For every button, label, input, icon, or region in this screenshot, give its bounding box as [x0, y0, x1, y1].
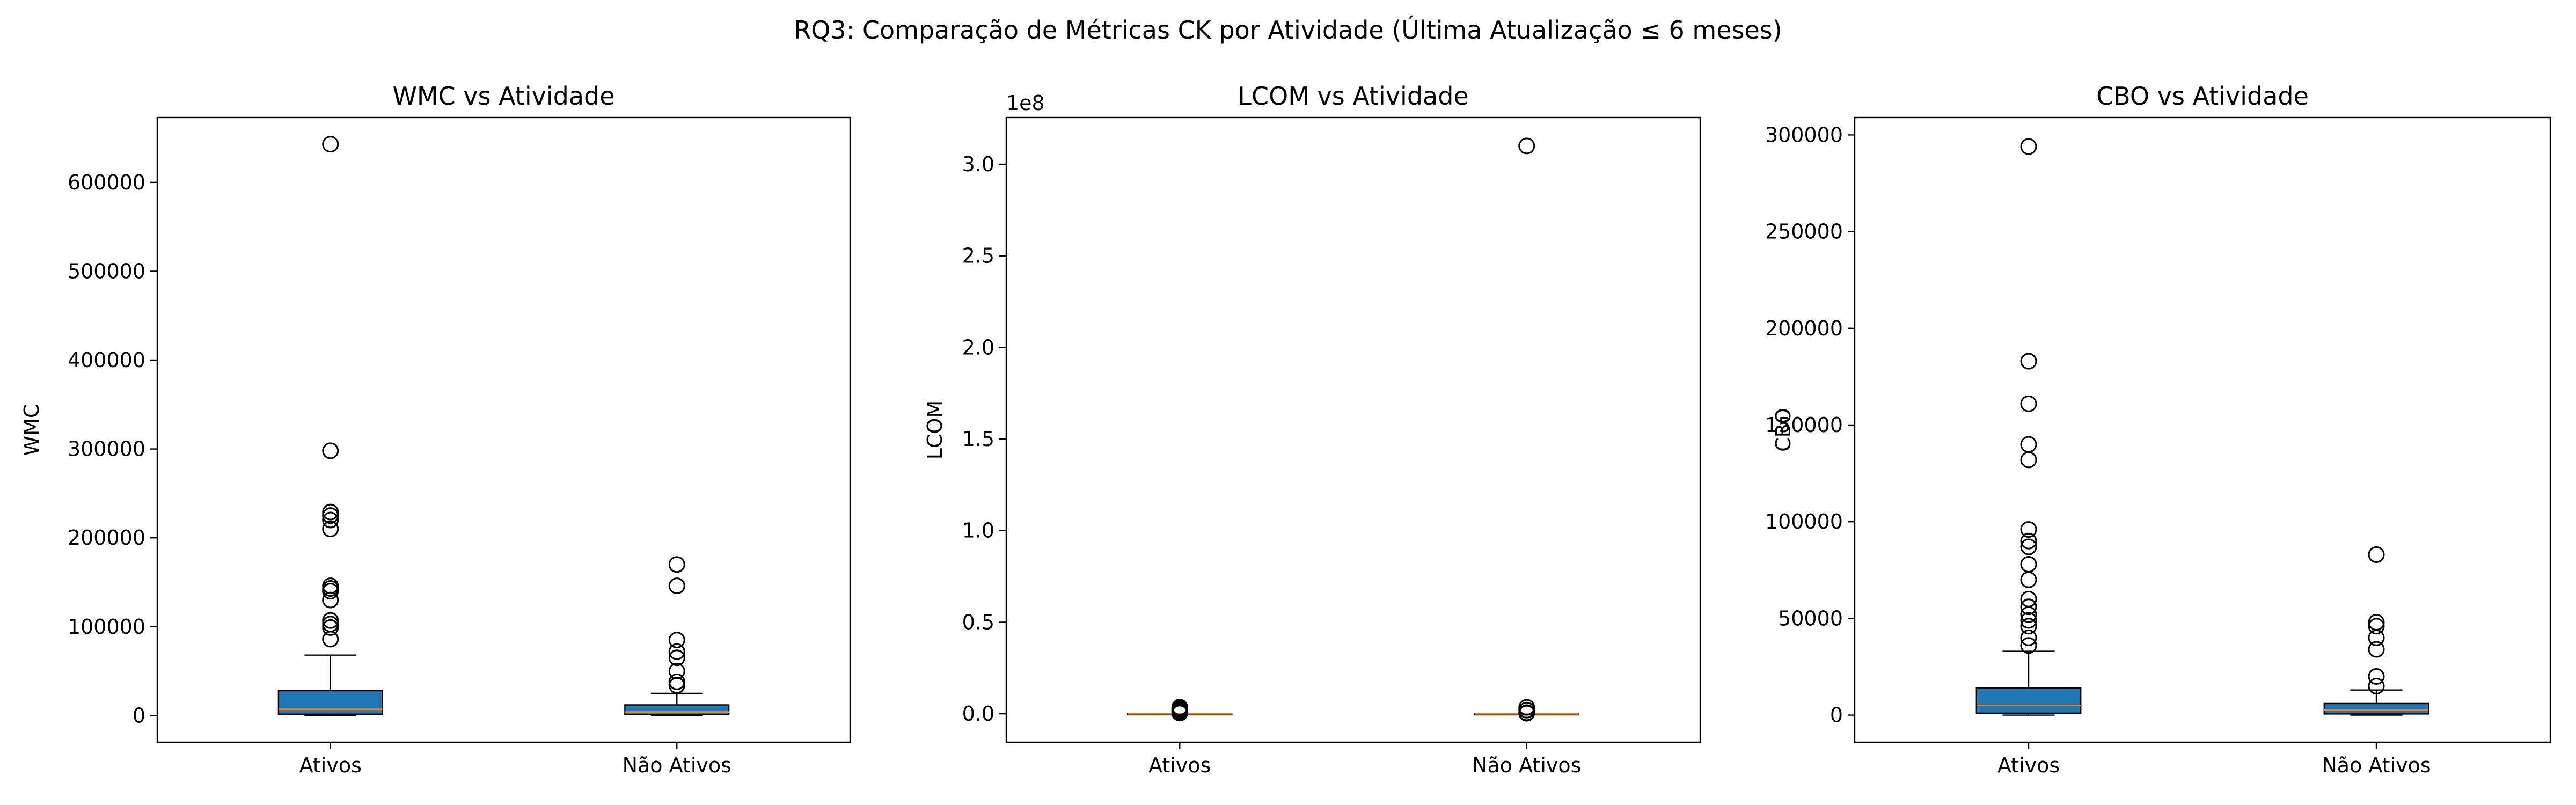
boxplot-wmc-ativos: [277, 136, 383, 716]
outlier-point: [668, 556, 685, 573]
x-tick-label-cbo: Não Ativos: [2322, 753, 2431, 777]
box-iqr: [277, 690, 383, 715]
outlier-point: [322, 583, 339, 600]
outlier-point: [2368, 629, 2385, 646]
y-tick-label-cbo: 50000: [1778, 606, 1843, 630]
outlier-point: [2020, 451, 2037, 469]
outlier-point: [2020, 395, 2037, 412]
outlier-point: [2020, 521, 2037, 538]
chart-title-wmc: WMC vs Atividade: [392, 82, 614, 111]
boxplot-wmc-nao-ativos: [624, 556, 730, 716]
outlier-point: [2020, 637, 2037, 654]
y-axis-label-wmc: WMC: [20, 404, 43, 456]
y-offset-label-lcom: 1e8: [1006, 91, 1045, 115]
boxplot-cbo-ativos: [1975, 138, 2082, 716]
y-axis-label-cbo: CBO: [1772, 408, 1795, 452]
outlier-point: [2368, 546, 2385, 563]
y-tick-label-lcom: 0.0: [962, 702, 994, 726]
outlier-point: [322, 591, 339, 609]
x-tick-label-lcom: Ativos: [1148, 753, 1211, 777]
outlier-point: [1171, 705, 1188, 722]
y-axis-label-lcom: LCOM: [923, 400, 947, 459]
outlier-point: [322, 442, 339, 459]
outlier-point: [322, 511, 339, 529]
y-tick-label-lcom: 3.0: [962, 152, 994, 176]
y-tick-label-wmc: 500000: [68, 259, 145, 283]
outlier-point: [2020, 618, 2037, 635]
boxplot-lcom-nao-ativos: [1474, 137, 1579, 722]
y-tick-label-wmc: 300000: [68, 437, 145, 461]
outlier-point: [2020, 598, 2037, 616]
outlier-point: [668, 663, 685, 680]
y-tick-label-wmc: 0: [133, 704, 145, 727]
x-tick-label-wmc: Não Ativos: [623, 753, 731, 777]
subplot-cbo: CBO vs Atividade 0 50000 100000 150000 200000…: [1765, 82, 2551, 777]
subplots-container: WMC vs Atividade 0 100000 200000 300000 40000…: [20, 82, 2551, 777]
subplot-lcom: LCOM vs Atividade 0.0 0.5 1.0 1.5 2.0 2.5 3.0 1e…: [923, 82, 1701, 777]
outlier-point: [668, 643, 685, 660]
y-tick-label-lcom: 2.5: [962, 244, 994, 268]
outlier-point: [668, 632, 685, 649]
y-tick-label-cbo: 300000: [1765, 123, 1843, 147]
box-iqr: [624, 704, 730, 715]
outlier-point: [2020, 532, 2037, 550]
outlier-point: [2020, 353, 2037, 370]
outlier-point: [2368, 618, 2385, 635]
outlier-point: [322, 521, 339, 538]
x-tick-label-wmc: Ativos: [299, 753, 362, 777]
outlier-point: [2368, 641, 2385, 658]
x-tick-label-lcom: Não Ativos: [1472, 753, 1581, 777]
outlier-point: [322, 631, 339, 648]
outlier-point: [322, 619, 339, 636]
outlier-point: [668, 577, 685, 595]
y-tick-label-cbo: 100000: [1765, 510, 1843, 533]
outlier-point: [2020, 571, 2037, 588]
y-tick-label-lcom: 2.0: [962, 335, 994, 359]
subplot-wmc: WMC vs Atividade 0 100000 200000 300000 40000…: [20, 82, 851, 777]
y-tick-label-wmc: 200000: [68, 526, 145, 550]
outlier-point: [2368, 677, 2385, 694]
y-tick-label-lcom: 1.5: [962, 427, 994, 451]
y-tick-label-lcom: 0.5: [962, 610, 994, 634]
boxplot-lcom-ativos: [1127, 699, 1233, 722]
y-tick-label-lcom: 1.0: [962, 519, 994, 543]
axes-frame-wmc: [156, 116, 851, 743]
y-tick-label-cbo: 0: [1830, 704, 1843, 727]
chart-title-cbo: CBO vs Atividade: [2096, 82, 2309, 111]
y-tick-label-cbo: 250000: [1765, 220, 1843, 244]
y-tick-label-cbo: 200000: [1765, 317, 1843, 340]
figure-suptitle: RQ3: Comparação de Métricas CK por Ativi…: [794, 16, 1782, 45]
outlier-point: [2020, 138, 2037, 155]
outlier-point: [668, 649, 685, 667]
outlier-point: [2368, 668, 2385, 685]
axes-frame-lcom: [1005, 116, 1701, 743]
outlier-point: [2020, 538, 2037, 555]
outlier-point: [1518, 137, 1535, 155]
outlier-point: [668, 677, 685, 694]
y-tick-label-cbo: 150000: [1765, 413, 1843, 437]
outlier-point: [2020, 612, 2037, 629]
y-tick-label-wmc: 600000: [68, 171, 145, 194]
axes-frame-cbo: [1854, 116, 2551, 743]
outlier-point: [1518, 705, 1535, 722]
box-iqr: [1975, 687, 2082, 714]
x-tick-label-cbo: Ativos: [1997, 753, 2060, 777]
outlier-point: [322, 136, 339, 153]
outlier-point: [322, 507, 339, 524]
chart-title-lcom: LCOM vs Atividade: [1238, 82, 1468, 111]
outlier-point: [2020, 629, 2037, 646]
y-tick-label-wmc: 400000: [68, 348, 145, 372]
boxplot-cbo-nao-ativos: [2323, 546, 2429, 716]
outlier-point: [2020, 606, 2037, 623]
y-tick-label-wmc: 100000: [68, 615, 145, 639]
box-iqr: [2323, 702, 2429, 715]
